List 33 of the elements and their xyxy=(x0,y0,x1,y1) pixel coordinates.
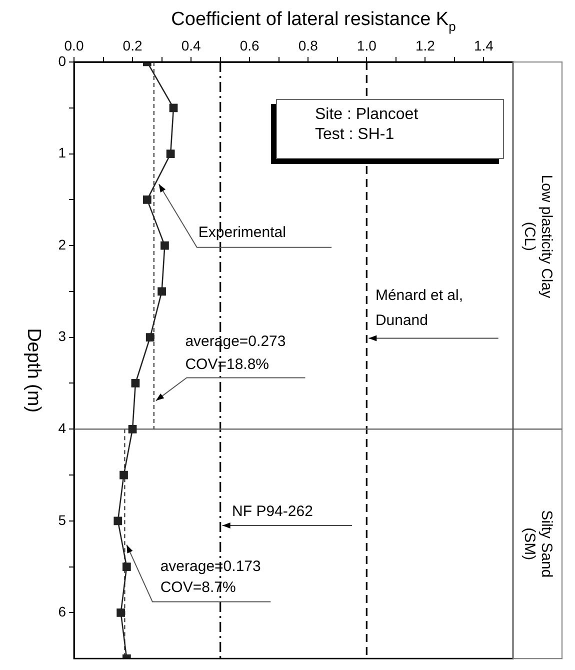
point xyxy=(142,195,152,204)
y-tick-label: 6 xyxy=(58,604,66,620)
y-tick-label: 0 xyxy=(58,52,66,69)
y-tick-label: 3 xyxy=(58,328,66,344)
y-tick-label: 2 xyxy=(58,236,66,252)
ref-line-label: Ménard et al, Dunand xyxy=(375,287,463,329)
text: Low plasticity Clay (CL) xyxy=(520,174,555,299)
x-tick-label: 1.2 xyxy=(415,37,436,54)
point xyxy=(160,241,169,250)
x-tick-label: 0.4 xyxy=(181,37,202,54)
x-tick-label: 0.2 xyxy=(122,37,142,54)
point xyxy=(114,516,122,526)
ref-line-label: NF P94-262 xyxy=(232,502,313,520)
annotation: Experimental xyxy=(198,224,286,241)
point xyxy=(116,608,126,617)
point xyxy=(158,287,166,296)
point xyxy=(128,424,137,434)
point xyxy=(146,333,154,342)
x-tick-label: 1.0 xyxy=(356,37,377,54)
text: Silty Sand (SM) xyxy=(520,510,555,578)
point xyxy=(131,379,140,388)
x-tick-label: 0.8 xyxy=(298,37,318,54)
point xyxy=(166,150,175,158)
y-tick-label: 5 xyxy=(58,512,66,528)
y-axis-title: Depth (m) xyxy=(23,328,44,413)
point xyxy=(169,104,178,112)
y-tick-label: 4 xyxy=(58,420,66,436)
y-tick-label: 1 xyxy=(58,144,66,161)
x-tick-label: 0.0 xyxy=(64,37,84,54)
point xyxy=(122,562,131,571)
point xyxy=(120,470,128,480)
x-tick-label: 1.4 xyxy=(474,37,494,54)
x-tick-label: 0.6 xyxy=(240,37,260,54)
